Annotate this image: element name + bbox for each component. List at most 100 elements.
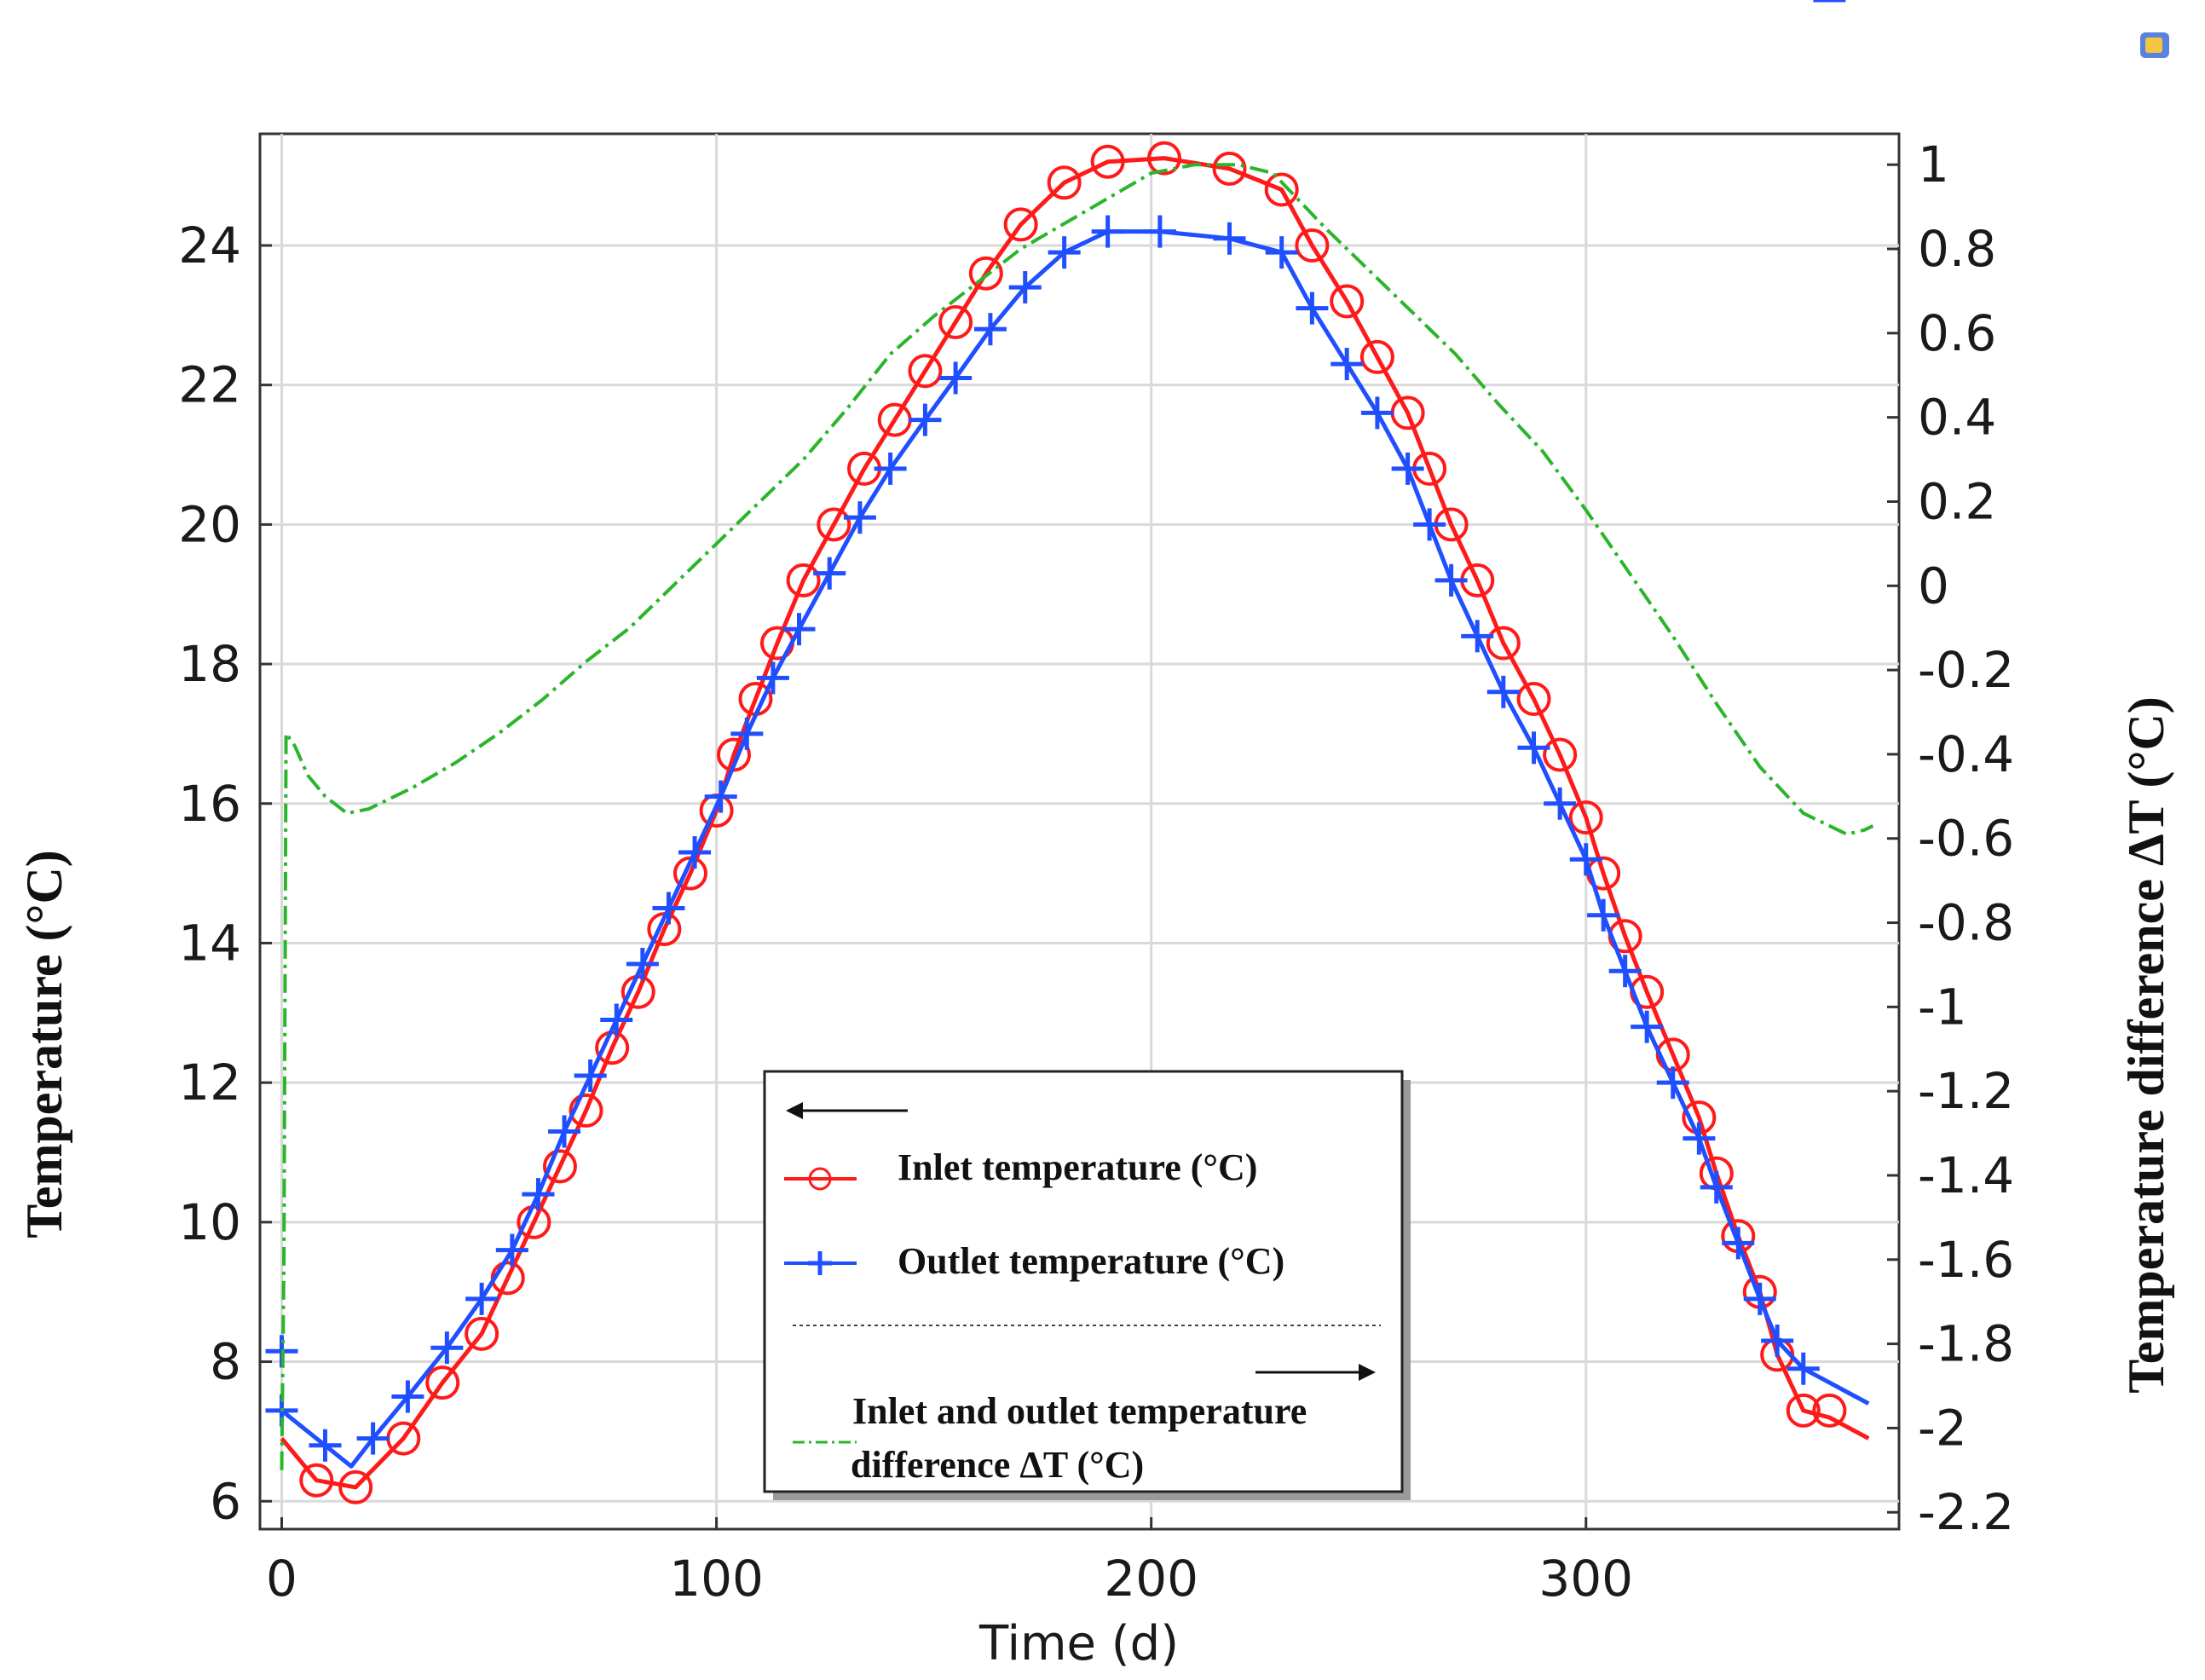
x-tick-label: 0 — [266, 1550, 297, 1608]
legend: Inlet temperature (°C) Outlet temperatur… — [763, 1070, 1411, 1500]
inlet-marker — [465, 1316, 499, 1351]
outlet-marker — [756, 661, 789, 695]
inlet-marker — [938, 304, 973, 339]
outlet-marker — [1008, 271, 1042, 304]
outlet-marker — [1486, 675, 1520, 708]
x-axis-label: Time (d) — [978, 1616, 1179, 1671]
outlet-marker — [600, 1003, 633, 1036]
outlet-marker — [626, 948, 659, 981]
y-right-tick-label: -0.4 — [1918, 725, 2014, 783]
y-right-tick-label: -1.2 — [1918, 1062, 2014, 1120]
inlet-marker — [425, 1365, 460, 1400]
y-right-tick-label: -0.6 — [1918, 810, 2014, 868]
y-right-tick-label: 1 — [1918, 136, 1949, 193]
outlet-marker — [1461, 620, 1494, 653]
outlet-marker — [1700, 1170, 1733, 1204]
inlet-marker — [569, 1093, 603, 1128]
y-left-tick-label: 8 — [210, 1333, 241, 1391]
outlet-marker — [391, 1380, 424, 1413]
y-right-tick-label: -1.8 — [1918, 1315, 2014, 1373]
y-left-tick-label: 12 — [178, 1054, 241, 1111]
outlet-marker — [495, 1233, 528, 1267]
y-right-tick-label: 0 — [1918, 557, 1949, 615]
legend-label-delta-line1: Inlet and outlet temperature — [852, 1390, 1307, 1432]
outlet-marker — [1743, 1282, 1776, 1315]
inlet-marker — [1516, 681, 1551, 716]
y-right-tick-label: -2.2 — [1918, 1483, 2014, 1541]
outlet-marker — [1683, 1122, 1716, 1155]
axes-layer: 0 100 200 300681012141618202224-2.2-2-1.8-1… — [178, 136, 2014, 1608]
y-axis-right-label: Temperature difference ΔT (°C) — [2118, 696, 2174, 1394]
outlet-marker — [1296, 292, 1329, 325]
outlet-marker — [465, 1282, 499, 1315]
inlet-marker — [1212, 151, 1247, 186]
legend-label-inlet: Inlet temperature (°C) — [898, 1146, 1257, 1188]
outlet-marker — [1656, 1066, 1689, 1100]
inlet-marker — [1295, 228, 1330, 263]
inlet-marker — [1486, 626, 1521, 661]
outlet-marker — [1722, 1227, 1755, 1260]
outlet-marker — [1413, 508, 1446, 541]
y-left-tick-label: 18 — [178, 635, 241, 693]
legend-arrow-right — [1255, 1364, 1376, 1381]
outlet-marker — [1517, 731, 1550, 765]
series-line-0 — [280, 156, 1870, 1490]
inlet-marker — [1090, 144, 1125, 179]
corner-badge-icon — [2140, 32, 2169, 58]
outlet-marker — [1331, 348, 1364, 381]
outlet-marker — [430, 1331, 464, 1365]
inlet-marker — [817, 507, 851, 542]
outlet-marker — [548, 1115, 581, 1148]
outlet-marker — [1569, 843, 1602, 876]
x-tick-label: 300 — [1538, 1550, 1633, 1608]
outlet-marker — [309, 1429, 342, 1462]
outlet-marker — [1787, 1352, 1820, 1385]
y-left-tick-label: 20 — [178, 495, 241, 553]
inlet-marker — [908, 354, 943, 389]
outlet-marker — [1608, 955, 1642, 988]
y-left-tick-label: 14 — [178, 914, 241, 972]
outlet-marker — [678, 836, 712, 869]
legend-arrow-left — [786, 1102, 908, 1119]
outlet-marker — [874, 452, 907, 485]
x-tick-label: 100 — [669, 1550, 764, 1608]
outlet-marker — [730, 717, 764, 750]
outlet-marker — [1544, 787, 1577, 820]
outlet-marker — [1213, 222, 1246, 255]
outlet-marker — [1391, 452, 1424, 485]
outlet-marker — [813, 557, 846, 590]
legend-label-delta-line2: difference ΔT (°C) — [851, 1444, 1144, 1486]
y-axis-left-label: Temperature (°C) — [16, 850, 72, 1238]
outlet-marker — [1587, 898, 1620, 932]
y-right-tick-label: -1 — [1918, 978, 1967, 1036]
legend-item-outlet: Outlet temperature (°C) — [784, 1240, 1284, 1282]
y-right-tick-label: -2 — [1918, 1399, 1967, 1457]
outlet-marker — [1048, 236, 1081, 269]
inlet-marker — [1264, 172, 1299, 207]
series-layer — [265, 0, 1874, 1504]
inlet-marker — [1003, 207, 1038, 242]
outlet-marker — [1761, 1325, 1794, 1358]
inlet-marker — [968, 256, 1003, 291]
inlet-marker — [1047, 165, 1082, 200]
y-left-tick-label: 22 — [178, 356, 241, 414]
outlet-marker — [973, 313, 1007, 346]
x-tick-label: 200 — [1104, 1550, 1198, 1608]
y-right-tick-label: -0.8 — [1918, 894, 2014, 952]
y-left-tick-label: 6 — [210, 1472, 241, 1530]
inlet-marker — [1359, 339, 1394, 374]
y-right-tick-label: -0.2 — [1918, 641, 2014, 699]
outlet-marker — [1360, 396, 1394, 430]
y-right-tick-label: 0.8 — [1918, 220, 1996, 278]
outlet-marker — [782, 613, 816, 646]
legend-item-inlet: Inlet temperature (°C) — [784, 1146, 1257, 1191]
y-left-tick-label: 10 — [178, 1193, 241, 1251]
outlet-marker — [843, 501, 876, 534]
outlet-marker — [1143, 215, 1176, 248]
inlet-marker — [1812, 1393, 1847, 1428]
outlet-marker — [1091, 215, 1124, 248]
outlet-marker — [909, 403, 942, 436]
outlet-marker — [1265, 236, 1298, 269]
y-left-tick-label: 16 — [178, 775, 241, 833]
